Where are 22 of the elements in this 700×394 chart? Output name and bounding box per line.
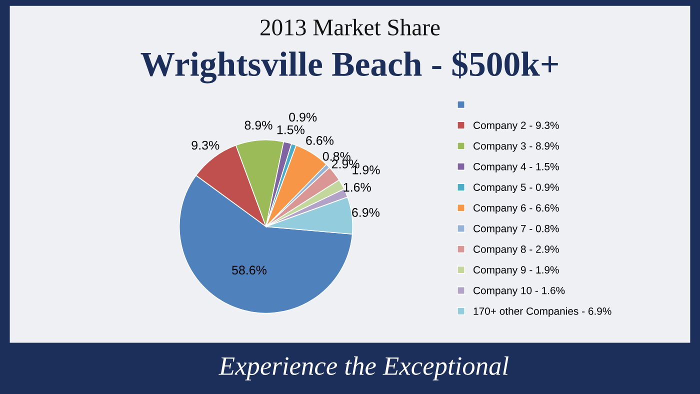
chart-title: 2013 Market Share [260, 18, 440, 36]
legend-label: Company 3 - 8.9% [474, 142, 559, 152]
data-label: 6.6% [306, 136, 334, 145]
data-label: 0.8% [322, 152, 350, 161]
legend-label: Company 2 - 9.3% [474, 122, 559, 132]
data-label: 8.9% [244, 120, 272, 130]
legend-label: Company 10 - 1.6% [474, 286, 565, 296]
legend-label: Company 5 - 0.9% [474, 184, 559, 194]
legend-label: 170+ other Companies - 6.9% [474, 307, 612, 317]
data-label: 58.6% [232, 266, 267, 275]
legend-label: Company 8 - 2.9% [474, 246, 559, 255]
legend-label: Company 7 - 0.8% [474, 224, 559, 234]
data-label: 9.3% [192, 140, 220, 150]
legend-label: Company 6 - 6.6% [474, 204, 559, 214]
text: Experience the Exceptional [218, 356, 508, 380]
legend-label: Company 9 - 1.9% [474, 266, 559, 276]
data-label: 1.6% [344, 182, 371, 192]
chart-subtitle: Wrightsville Beach - $500k+ [140, 50, 558, 84]
data-label: 6.9% [352, 208, 380, 217]
data-label: 0.9% [289, 112, 317, 122]
data-label: 1.5% [277, 125, 304, 134]
legend-label: Company 4 - 1.5% [474, 162, 559, 172]
